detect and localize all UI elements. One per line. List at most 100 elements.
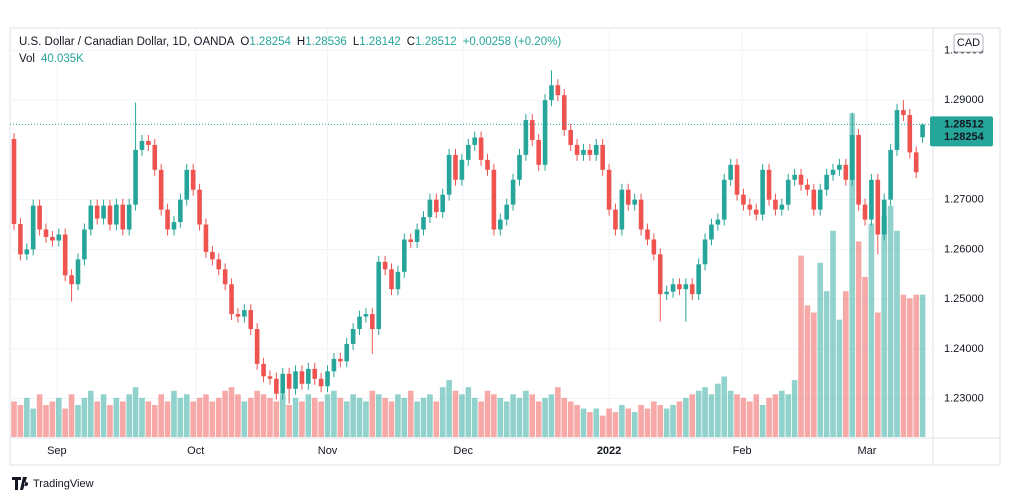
- volume-bar: [203, 394, 209, 437]
- candle-body: [677, 284, 682, 290]
- volume-bar: [279, 394, 286, 437]
- volume-bar: [81, 397, 88, 437]
- candle-body: [683, 284, 689, 290]
- candle-body: [408, 239, 414, 242]
- volume-bar: [753, 394, 760, 437]
- volume-bar: [433, 401, 440, 437]
- candle-body: [229, 284, 234, 315]
- volume-bar: [606, 408, 612, 437]
- volume-bar: [689, 394, 696, 437]
- candle-body: [242, 310, 247, 317]
- candle-body: [146, 140, 151, 145]
- axes: 1.23000 1.24000 1.25000 1.26000 1.27000 1.290…: [47, 44, 984, 457]
- candle-body: [792, 174, 797, 180]
- volume-bar: [542, 397, 548, 437]
- candle-body: [171, 222, 177, 230]
- volume-bar: [785, 394, 792, 437]
- grid: [10, 28, 933, 437]
- volume-bar: [100, 394, 107, 437]
- candle-body: [254, 329, 260, 364]
- volume-bar: [30, 408, 36, 437]
- volume-bar: [516, 397, 523, 437]
- candle-body: [88, 205, 94, 230]
- candle-body: [18, 224, 23, 255]
- volume-bar: [305, 394, 312, 437]
- volume-bar: [555, 387, 561, 437]
- candle-body: [613, 209, 618, 230]
- volume-bar: [670, 404, 676, 437]
- candle-body: [280, 373, 286, 394]
- candle-body: [593, 144, 599, 155]
- candle-body: [536, 139, 541, 165]
- volume-bar: [439, 387, 446, 437]
- ohlc-value: 1.28512: [415, 36, 457, 48]
- candle-body: [389, 269, 394, 290]
- candle-body: [901, 110, 906, 116]
- candle-body: [689, 284, 695, 295]
- candle-body: [126, 204, 132, 230]
- candle-body: [338, 358, 343, 362]
- candle-body: [24, 249, 30, 255]
- candle-body: [114, 204, 119, 225]
- candle-body: [920, 124, 925, 138]
- volume-pane: [11, 113, 926, 438]
- candle-body: [670, 284, 676, 292]
- volume-bar: [75, 404, 81, 437]
- ohlc-letter: H: [297, 36, 305, 48]
- candle-body: [274, 378, 279, 394]
- candle-body: [472, 137, 477, 145]
- candle-body: [37, 205, 42, 230]
- volume-bar: [894, 230, 900, 437]
- y-tick-label: 1.29000: [944, 94, 984, 106]
- volume-bar: [849, 113, 856, 438]
- candle-body: [325, 371, 330, 387]
- volume-bar: [222, 390, 228, 437]
- candle-body: [785, 179, 791, 205]
- volume-bar: [651, 401, 657, 437]
- candle-body: [478, 137, 484, 160]
- candle-body: [459, 159, 465, 180]
- volume-bar: [87, 390, 94, 437]
- candle-body: [62, 234, 68, 276]
- y-tick-label: 1.25000: [944, 293, 984, 305]
- volume-bar: [145, 401, 152, 437]
- ohlc-value: 1.28536: [305, 36, 347, 48]
- volume-bar: [734, 394, 740, 437]
- volume-bar: [612, 412, 619, 437]
- candle-body: [139, 140, 145, 150]
- volume-bar: [708, 394, 715, 437]
- volume-bar: [862, 276, 868, 437]
- volume-bar: [561, 397, 568, 437]
- volume-bar: [913, 294, 920, 437]
- volume-bar: [107, 404, 113, 437]
- volume-bar: [132, 387, 139, 437]
- candle-body: [657, 254, 663, 295]
- volume-bar: [254, 390, 260, 437]
- candle-body: [568, 130, 573, 145]
- volume-bar: [401, 397, 408, 437]
- candle-body: [856, 134, 861, 205]
- volume-bar: [919, 294, 926, 437]
- candle-body: [728, 164, 733, 180]
- candle-body: [197, 189, 202, 225]
- chart-title: U.S. Dollar / Canadian Dollar, 1D, OANDA: [19, 36, 235, 48]
- candle-body: [453, 154, 458, 180]
- volume-bar: [548, 394, 555, 437]
- change-label: +0.00258 (+0.20%): [463, 36, 562, 48]
- candle-body: [696, 264, 701, 295]
- volume-bar: [151, 404, 158, 437]
- volume-bar: [478, 401, 484, 437]
- candle-body: [94, 205, 100, 219]
- volume-bar: [196, 397, 203, 437]
- candle-body: [421, 217, 426, 230]
- volume-bar: [183, 394, 190, 437]
- candle-body: [888, 149, 893, 200]
- volume-bar: [907, 298, 913, 437]
- candle-body: [101, 205, 106, 219]
- candle-body: [517, 154, 522, 180]
- volume-bar: [881, 216, 888, 437]
- volume-bar: [567, 401, 574, 437]
- candle-body: [734, 164, 740, 195]
- candle-body: [286, 373, 292, 389]
- open-label-box: [930, 129, 993, 146]
